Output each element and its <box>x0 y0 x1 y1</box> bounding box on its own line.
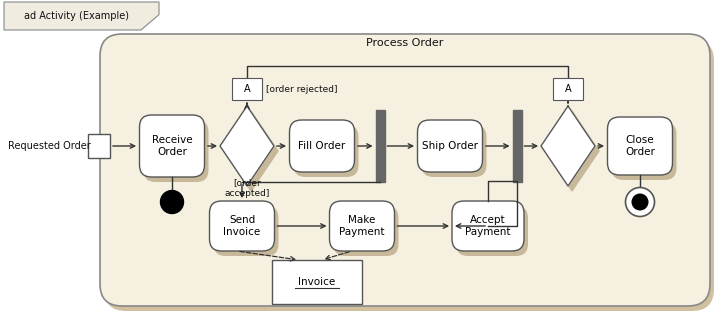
Text: Close
Order: Close Order <box>625 135 655 157</box>
FancyBboxPatch shape <box>329 201 394 251</box>
Bar <box>553 78 583 100</box>
Polygon shape <box>541 106 595 186</box>
Circle shape <box>161 190 184 213</box>
FancyBboxPatch shape <box>452 201 524 251</box>
Text: A: A <box>565 84 571 94</box>
Text: Accept
Payment: Accept Payment <box>465 215 510 237</box>
FancyBboxPatch shape <box>139 115 205 177</box>
Bar <box>232 78 262 100</box>
Text: A: A <box>244 84 250 94</box>
Text: Make
Payment: Make Payment <box>340 215 385 237</box>
FancyBboxPatch shape <box>611 122 676 180</box>
Text: [order rejected]: [order rejected] <box>266 85 337 93</box>
FancyBboxPatch shape <box>456 206 528 256</box>
FancyBboxPatch shape <box>100 34 710 306</box>
FancyBboxPatch shape <box>608 117 673 175</box>
Polygon shape <box>4 2 159 30</box>
FancyBboxPatch shape <box>422 125 487 177</box>
FancyBboxPatch shape <box>293 125 358 177</box>
Polygon shape <box>220 106 274 186</box>
Bar <box>88 134 110 158</box>
Polygon shape <box>224 111 278 191</box>
Bar <box>376 110 384 182</box>
Bar <box>513 110 521 182</box>
Text: Ship Order: Ship Order <box>422 141 478 151</box>
Polygon shape <box>545 111 599 191</box>
Text: Process Order: Process Order <box>366 38 443 48</box>
Text: Fill Order: Fill Order <box>298 141 345 151</box>
FancyBboxPatch shape <box>143 120 208 182</box>
Text: Receive
Order: Receive Order <box>151 135 193 157</box>
Circle shape <box>632 194 647 210</box>
Circle shape <box>626 188 655 217</box>
Text: Send
Invoice: Send Invoice <box>224 215 260 237</box>
FancyBboxPatch shape <box>417 120 482 172</box>
FancyBboxPatch shape <box>210 201 275 251</box>
FancyBboxPatch shape <box>104 39 714 311</box>
FancyBboxPatch shape <box>334 206 399 256</box>
Text: Invoice: Invoice <box>298 277 335 287</box>
Text: Requested Order: Requested Order <box>8 141 91 151</box>
FancyBboxPatch shape <box>213 206 278 256</box>
Text: [order
accepted]: [order accepted] <box>224 178 270 198</box>
Text: ad Activity (Example): ad Activity (Example) <box>24 11 129 21</box>
FancyBboxPatch shape <box>290 120 355 172</box>
Bar <box>272 260 362 304</box>
